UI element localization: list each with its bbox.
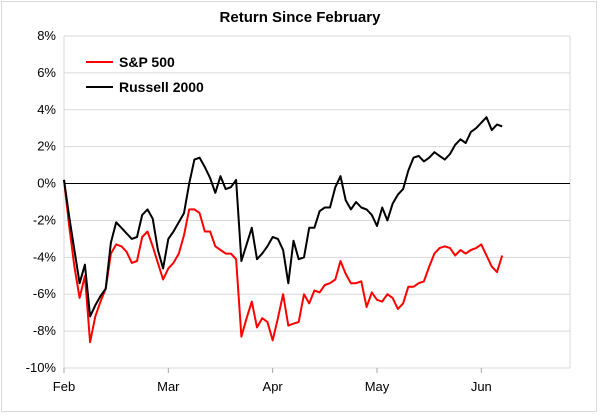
y-tick-label: -10% (26, 360, 57, 375)
chart-title: Return Since February (219, 9, 381, 26)
y-tick-label: -2% (33, 212, 57, 227)
series-line-s-p-500 (63, 179, 504, 344)
plot-series (63, 116, 504, 344)
legend-label: S&P 500 (119, 54, 175, 70)
y-tick-label: 4% (37, 102, 56, 117)
y-tick-label: -8% (33, 323, 57, 338)
x-tick-label: Mar (157, 379, 180, 394)
x-tick-label: Jun (471, 379, 492, 394)
y-tick-label: 6% (37, 65, 56, 80)
y-tick-label: -6% (33, 286, 57, 301)
y-tick-label: 0% (37, 176, 56, 191)
y-tick-label: 8% (37, 28, 56, 43)
y-axis-labels: 8% 6% 4% 2% 0% -2% -4% -6% -8% -10% (26, 28, 57, 375)
series-line-russell-2000 (63, 116, 503, 318)
legend-label: Russell 2000 (119, 79, 204, 95)
legend: S&P 500 Russell 2000 (86, 54, 204, 95)
y-tick-label: 2% (37, 139, 56, 154)
x-tick-label: Apr (263, 379, 284, 394)
x-axis-ticks (63, 368, 482, 373)
x-axis-labels: Feb Mar Apr May Jun (53, 379, 492, 394)
x-tick-label: Feb (53, 379, 75, 394)
x-tick-label: May (365, 379, 390, 394)
y-tick-label: -4% (33, 249, 57, 264)
